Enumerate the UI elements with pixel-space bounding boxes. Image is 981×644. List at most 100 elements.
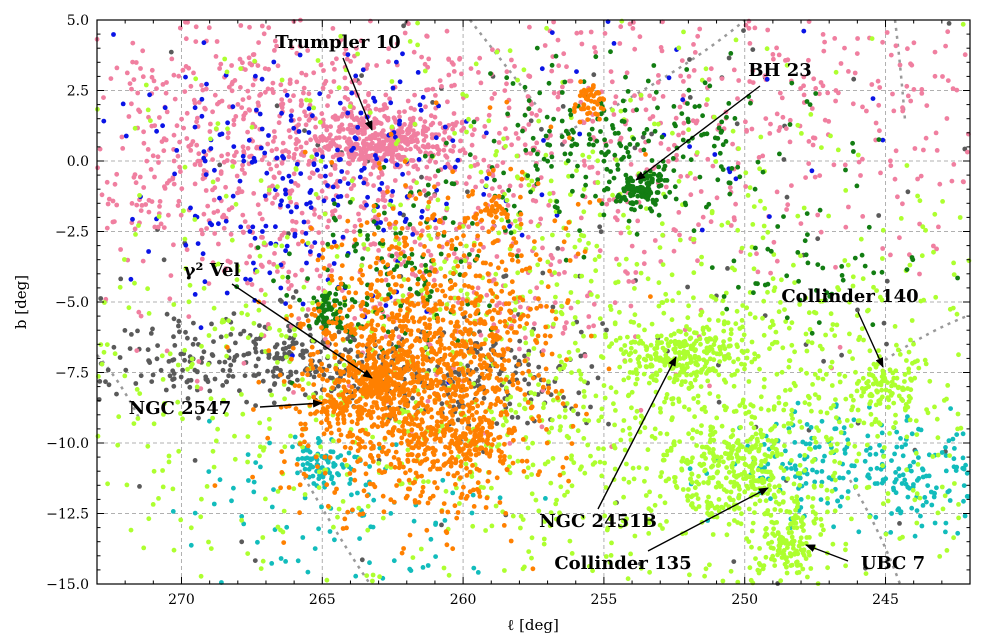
data-point (318, 62, 324, 68)
data-point (879, 480, 885, 486)
data-point (337, 100, 343, 106)
data-point (900, 201, 905, 207)
data-point (201, 155, 207, 161)
data-point (421, 479, 426, 485)
data-point (912, 375, 918, 381)
data-point (468, 66, 474, 71)
data-point (311, 161, 317, 167)
data-point (513, 299, 519, 305)
data-point (817, 91, 822, 97)
data-point (856, 529, 862, 535)
data-point (873, 451, 879, 457)
data-point (835, 498, 841, 504)
data-point (867, 404, 872, 410)
data-point (256, 40, 261, 45)
data-point (376, 460, 381, 466)
data-point (856, 451, 862, 457)
data-point (537, 108, 543, 113)
data-point (911, 341, 916, 347)
data-point (658, 431, 663, 436)
data-point (133, 180, 139, 186)
data-point (574, 30, 580, 36)
data-point (345, 96, 351, 102)
data-point (963, 462, 968, 468)
data-point (781, 407, 787, 413)
data-point (154, 128, 160, 134)
data-point (697, 336, 703, 342)
data-point (258, 464, 263, 470)
data-point (569, 483, 575, 489)
data-point (313, 191, 319, 197)
data-point (193, 76, 199, 82)
data-point (708, 424, 714, 430)
data-point (709, 511, 714, 516)
data-point (660, 345, 666, 351)
data-point (900, 472, 906, 478)
data-point (830, 473, 836, 479)
data-point (428, 252, 434, 258)
data-point (181, 125, 187, 131)
data-point (660, 300, 666, 305)
data-point (843, 541, 849, 547)
data-point (210, 448, 216, 454)
data-point (186, 299, 192, 305)
data-point (435, 181, 441, 187)
data-point (134, 387, 140, 392)
data-point (790, 541, 796, 547)
data-point (657, 406, 663, 411)
data-point (951, 456, 957, 462)
data-point (743, 184, 749, 189)
data-point (439, 84, 444, 89)
data-point (533, 198, 539, 204)
data-point (760, 432, 766, 438)
data-point (175, 203, 181, 209)
data-point (171, 158, 177, 164)
data-point (245, 434, 251, 439)
data-point (528, 390, 534, 395)
data-point (948, 406, 953, 411)
data-point (337, 151, 342, 157)
data-point (468, 164, 474, 169)
data-point (171, 181, 177, 187)
data-point (178, 351, 184, 357)
data-point (251, 260, 256, 266)
data-point (772, 484, 778, 490)
data-point (507, 441, 513, 446)
data-point (261, 240, 267, 246)
data-point (263, 89, 268, 95)
data-point (791, 525, 797, 530)
data-point (721, 487, 727, 493)
data-point (820, 376, 826, 382)
data-point (801, 74, 807, 80)
data-point (797, 419, 803, 424)
data-points (94, 17, 972, 586)
data-point (546, 202, 552, 208)
data-point (475, 205, 481, 211)
data-point (731, 383, 737, 389)
data-point (150, 372, 156, 378)
data-point (209, 352, 215, 357)
data-point (782, 307, 787, 312)
data-point (156, 160, 161, 165)
data-point (726, 55, 732, 61)
data-point (896, 393, 902, 399)
data-point (934, 148, 940, 153)
data-point (723, 407, 728, 413)
data-point (341, 362, 347, 368)
data-point (677, 439, 682, 444)
data-point (420, 131, 426, 137)
data-point (684, 324, 689, 329)
data-point (146, 359, 152, 364)
data-point (425, 144, 431, 150)
data-point (608, 385, 614, 391)
data-point (771, 520, 777, 526)
data-point (914, 520, 920, 526)
data-point (490, 173, 496, 179)
data-point (307, 200, 313, 206)
data-point (703, 566, 709, 572)
data-point (299, 342, 305, 347)
data-point (355, 490, 360, 496)
data-point (458, 288, 464, 294)
data-point (761, 332, 767, 338)
data-point (220, 317, 226, 323)
